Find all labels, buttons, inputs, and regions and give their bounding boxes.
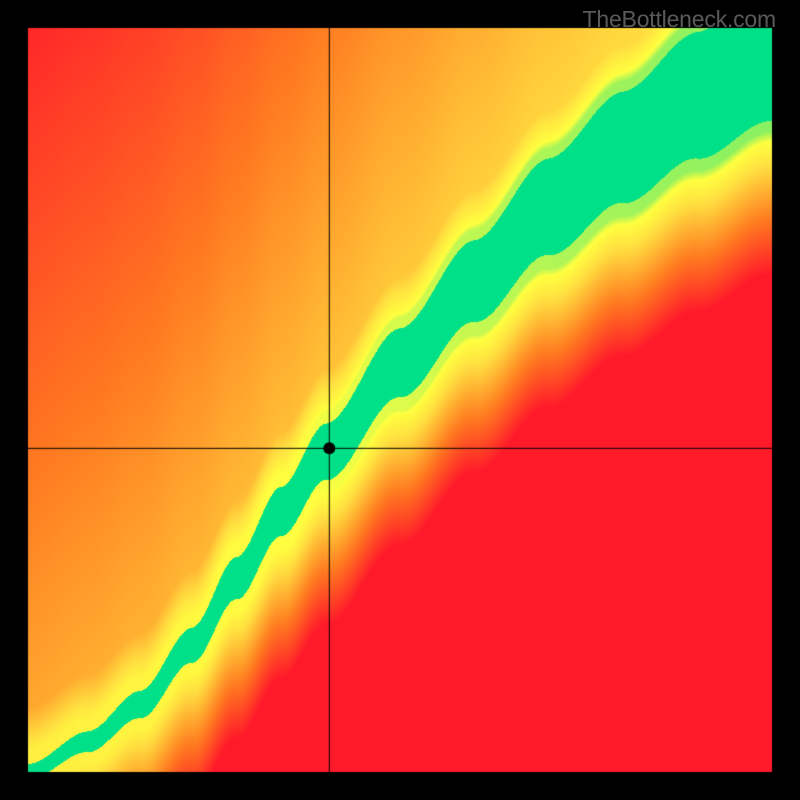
chart-container: TheBottleneck.com xyxy=(0,0,800,800)
heatmap-canvas xyxy=(0,0,800,800)
watermark-text: TheBottleneck.com xyxy=(583,6,776,33)
